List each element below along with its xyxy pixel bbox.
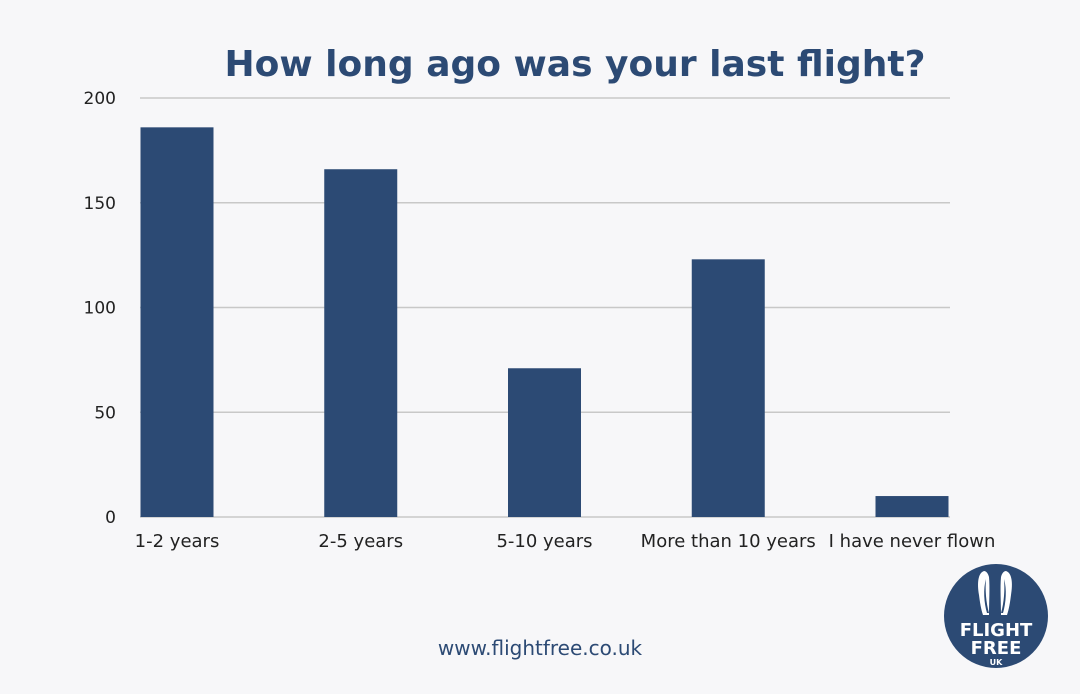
- x-category-label: 1-2 years: [135, 531, 220, 552]
- bar: [324, 169, 398, 518]
- x-category-label: 5-10 years: [496, 531, 592, 552]
- website-url[interactable]: www.flightfree.co.uk: [437, 636, 643, 660]
- y-tick-label: 150: [84, 194, 116, 214]
- bar: [140, 127, 214, 517]
- bars: [140, 127, 949, 518]
- y-tick-label: 100: [84, 299, 116, 319]
- x-category-label: More than 10 years: [641, 531, 816, 552]
- x-category-label: I have never flown: [829, 531, 996, 552]
- logo-text-free: FREE: [971, 638, 1022, 659]
- flight-free-logo: FLIGHT FREE UK: [944, 564, 1048, 668]
- y-tick-label: 0: [105, 508, 116, 528]
- x-category-label: 2-5 years: [318, 531, 403, 552]
- bar: [508, 368, 581, 517]
- logo-text-uk: UK: [990, 658, 1003, 667]
- bar: [691, 259, 765, 517]
- y-tick-label: 50: [94, 403, 116, 423]
- y-tick-label: 200: [84, 89, 116, 109]
- y-axis-ticks: 0 50 100 150 200: [84, 89, 116, 528]
- x-axis-categories: 1-2 years 2-5 years 5-10 years More than 10…: [135, 531, 996, 552]
- bar: [875, 496, 949, 517]
- grid-lines: [140, 97, 950, 518]
- logo-text-flight: FLIGHT: [960, 620, 1033, 641]
- logo-circle: [944, 564, 1048, 668]
- chart-title: How long ago was your last flight?: [225, 44, 926, 85]
- penguin-icon: [978, 571, 1012, 615]
